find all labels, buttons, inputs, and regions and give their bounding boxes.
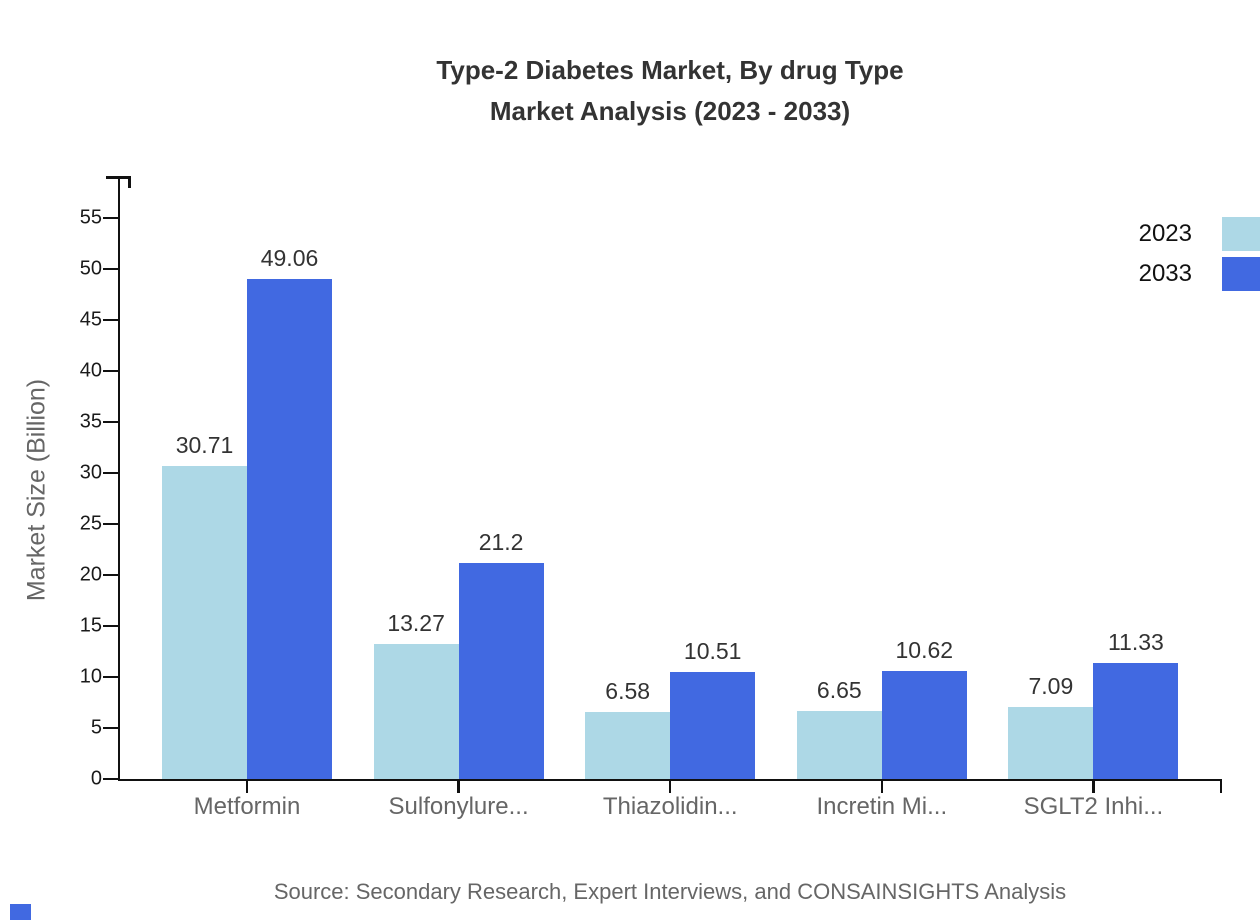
category-label: SGLT2 Inhi... — [1023, 793, 1164, 820]
y-axis-tick — [103, 624, 118, 628]
legend-item-2033[interactable]: 2033 — [1139, 257, 1260, 291]
y-axis-tick — [103, 369, 118, 373]
x-axis-end-cap — [1219, 779, 1222, 793]
legend-swatch — [1222, 257, 1260, 291]
bar-value-label: 7.09 — [1028, 672, 1074, 699]
bar-2033-2[interactable] — [458, 562, 544, 779]
bar-2023-1[interactable] — [162, 465, 247, 779]
y-axis-tick-label: 0 — [90, 767, 102, 790]
bar-value-label: 13.27 — [387, 609, 445, 636]
bar-2023-2[interactable] — [373, 643, 459, 779]
x-axis-tick — [1092, 779, 1095, 793]
bar-value-label: 10.62 — [895, 636, 954, 663]
category-label: Thiazolidin... — [602, 793, 738, 820]
legend: 2023 2033 — [1139, 217, 1260, 297]
chart-title-line2: Market Analysis (2023 - 2033) — [489, 96, 851, 126]
source-note: Source: Secondary Research, Expert Inter… — [273, 879, 1067, 904]
corner-watermark-mark — [10, 904, 31, 920]
bar-value-label: 10.51 — [683, 637, 742, 664]
y-axis-tick — [103, 522, 118, 526]
bar-value-label: 49.06 — [260, 244, 319, 271]
y-axis-tick — [103, 675, 118, 679]
category-label: Incretin Mi... — [816, 793, 948, 820]
y-axis-tick — [103, 216, 118, 220]
y-axis-tick — [103, 318, 118, 322]
y-axis-tick — [103, 573, 118, 577]
x-axis-tick — [245, 779, 249, 793]
chart-title: Type-2 Diabetes Market, By drug Type Mar… — [118, 50, 1222, 132]
y-axis-tick-label: 50 — [79, 257, 102, 280]
y-axis-tick-label: 10 — [79, 665, 102, 688]
y-axis-tick-label: 30 — [79, 461, 102, 484]
bar-2023-3[interactable] — [585, 711, 671, 779]
bar-value-label: 30.71 — [175, 431, 234, 458]
category-label: Sulfonylure... — [388, 793, 529, 820]
y-axis-tick-label: 5 — [90, 716, 102, 739]
bar-value-label: 6.58 — [605, 677, 651, 704]
y-axis-tick — [103, 420, 118, 424]
bar-2033-1[interactable] — [247, 278, 332, 779]
y-axis-tick — [103, 777, 118, 781]
x-axis-tick — [457, 779, 460, 793]
x-axis-tick — [668, 779, 672, 793]
bar-value-label: 11.33 — [1107, 629, 1164, 656]
y-axis-title: Market Size (Billion) — [22, 378, 51, 602]
legend-label: 2023 — [1138, 220, 1192, 247]
bar-2033-5[interactable] — [1093, 663, 1179, 779]
y-axis-tick-label: 25 — [79, 512, 102, 535]
x-axis-tick — [880, 779, 884, 793]
bar-value-label: 6.65 — [816, 677, 862, 704]
y-axis-tick-label: 15 — [79, 614, 102, 637]
category-label: Metformin — [193, 793, 301, 820]
y-axis-tick — [103, 471, 118, 475]
bar-2023-4[interactable] — [796, 711, 882, 779]
y-axis-tick-label: 20 — [79, 563, 102, 586]
y-axis-tick-label: 55 — [79, 206, 102, 229]
bar-value-label: 21.2 — [478, 528, 524, 555]
y-axis-end-cap — [106, 176, 131, 179]
y-axis-tick — [103, 267, 118, 271]
legend-label: 2033 — [1138, 260, 1192, 287]
bar-2033-3[interactable] — [670, 671, 756, 779]
y-axis-tick-label: 45 — [79, 308, 102, 331]
legend-item-2023[interactable]: 2023 — [1139, 217, 1260, 251]
chart-title-line1: Type-2 Diabetes Market, By drug Type — [436, 55, 904, 85]
y-axis-tick-label: 35 — [79, 410, 102, 433]
legend-swatch — [1222, 217, 1260, 251]
y-axis-tick — [103, 726, 118, 730]
y-axis-end-cap-stub — [128, 176, 131, 188]
bar-2023-5[interactable] — [1008, 706, 1094, 779]
bar-2033-4[interactable] — [881, 670, 967, 779]
y-axis-tick-label: 40 — [79, 359, 102, 382]
plot-area: 0 5 10 15 20 25 30 35 40 45 50 55 Metformin 30.71 49.0… — [80, 176, 1222, 820]
